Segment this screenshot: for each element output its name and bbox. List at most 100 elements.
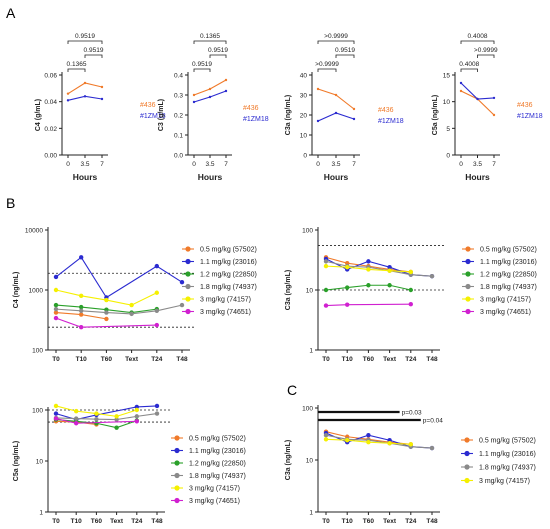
legend-marker	[464, 477, 470, 484]
legend-marker	[464, 437, 470, 443]
y-tick-label: 40	[300, 73, 308, 80]
x-tick-label: Text	[125, 356, 139, 363]
x-tick-label: Text	[110, 518, 124, 525]
data-point	[79, 255, 84, 260]
series-line	[325, 303, 411, 307]
bracket-p-value: 0.4008	[459, 61, 479, 68]
series-line	[317, 88, 355, 110]
data-point	[366, 259, 371, 264]
x-tick-label: Text	[383, 356, 397, 363]
y-tick-label: 1	[309, 348, 313, 355]
y-tick-label: 0.04	[44, 99, 57, 106]
series-line	[55, 405, 158, 421]
data-point	[345, 302, 350, 307]
data-point	[134, 414, 139, 419]
legend-label: 1.1 mg/kg (23016)	[480, 259, 537, 266]
data-point	[94, 417, 99, 422]
x-tick-label: T48	[151, 518, 163, 525]
series-line	[55, 304, 183, 315]
data-point	[408, 269, 413, 275]
legend-label: 0.5 mg/kg (57502)	[189, 436, 246, 443]
y-axis-label: C3a (ng/mL)	[285, 95, 292, 135]
data-point	[79, 308, 84, 314]
y-axis-label: C3 (g/mL)	[158, 99, 165, 131]
significance-bracket	[67, 68, 86, 72]
legend-label: 0.5 mg/kg (57502)	[480, 247, 537, 254]
y-tick-label: 10000	[25, 228, 43, 235]
y-axis-label: C5a (ng/mL)	[432, 95, 439, 135]
x-tick-label: T24	[131, 518, 143, 525]
data-point	[94, 411, 99, 416]
data-point	[459, 81, 463, 85]
x-tick-label: 3.5	[205, 161, 214, 168]
significance-bracket	[317, 68, 337, 72]
legend-marker	[464, 464, 470, 470]
data-point	[94, 421, 99, 426]
legend-label: 1.8 mg/kg (74937)	[200, 284, 257, 291]
legend-label: 3 mg/kg (74651)	[200, 309, 251, 316]
data-point	[387, 441, 392, 446]
y-tick-label: 1	[39, 510, 43, 517]
data-point	[323, 432, 329, 438]
y-tick-label: 0.4	[174, 73, 183, 80]
data-point	[345, 285, 350, 290]
data-point	[476, 97, 479, 101]
x-tick-label: T0	[322, 518, 330, 525]
bracket-p-value: >0.9999	[474, 47, 498, 54]
data-point	[323, 303, 329, 308]
legend-marker	[185, 246, 191, 252]
data-point	[114, 425, 119, 430]
y-axis-label: C3a (ng/mL)	[285, 440, 292, 480]
legend-marker	[465, 308, 471, 315]
data-point	[104, 316, 109, 322]
data-point	[492, 113, 496, 117]
data-point	[154, 403, 160, 409]
data-point	[224, 78, 228, 82]
y-tick-label: 100	[32, 408, 43, 415]
x-tick-label: 3.5	[331, 161, 340, 168]
significance-bracket	[193, 68, 211, 72]
y-tick-label: 0.02	[44, 126, 57, 133]
x-tick-label: 0	[192, 161, 196, 168]
data-point	[79, 293, 84, 299]
legend-marker	[185, 258, 191, 265]
data-point	[345, 438, 350, 443]
y-tick-label: 30	[300, 93, 308, 100]
bracket-p-value: 0.9519	[335, 47, 355, 54]
data-point	[114, 417, 119, 422]
y-axis-label: C3a (ng/mL)	[285, 270, 292, 310]
legend-label: 0.5 mg/kg (57502)	[200, 247, 257, 254]
data-point	[387, 438, 392, 443]
bracket-p-value: 0.9519	[208, 47, 228, 54]
data-point	[74, 408, 79, 414]
data-point	[387, 268, 392, 273]
data-point	[53, 315, 59, 321]
data-point	[179, 279, 185, 285]
data-point	[224, 89, 228, 93]
y-tick-label: 100	[302, 406, 313, 413]
x-tick-label: T10	[342, 356, 354, 363]
y-tick-label: 100	[32, 348, 43, 355]
legend-label: 3 mg/kg (74157)	[480, 297, 531, 304]
data-point	[208, 87, 212, 91]
significance-bracket	[460, 40, 495, 44]
significance-p-value: p=0.04	[423, 418, 443, 425]
data-point	[387, 264, 392, 270]
x-tick-label: 7	[352, 161, 356, 168]
legend-label: #1ZM18	[140, 113, 166, 120]
legend-label: 3 mg/kg (74157)	[200, 297, 251, 304]
data-point	[83, 95, 87, 98]
y-tick-label: 10	[300, 133, 308, 140]
x-axis-label: Hours	[198, 172, 223, 182]
x-tick-label: T0	[52, 518, 60, 525]
y-tick-label: 1	[309, 510, 313, 517]
x-tick-label: T0	[52, 356, 60, 363]
data-point	[53, 310, 59, 315]
data-point	[134, 419, 139, 424]
legend-marker	[465, 296, 471, 302]
x-axis-label: Hours	[465, 172, 490, 182]
data-point	[366, 283, 371, 288]
legend-label: 1.8 mg/kg (74937)	[479, 465, 536, 472]
data-point	[53, 287, 59, 293]
